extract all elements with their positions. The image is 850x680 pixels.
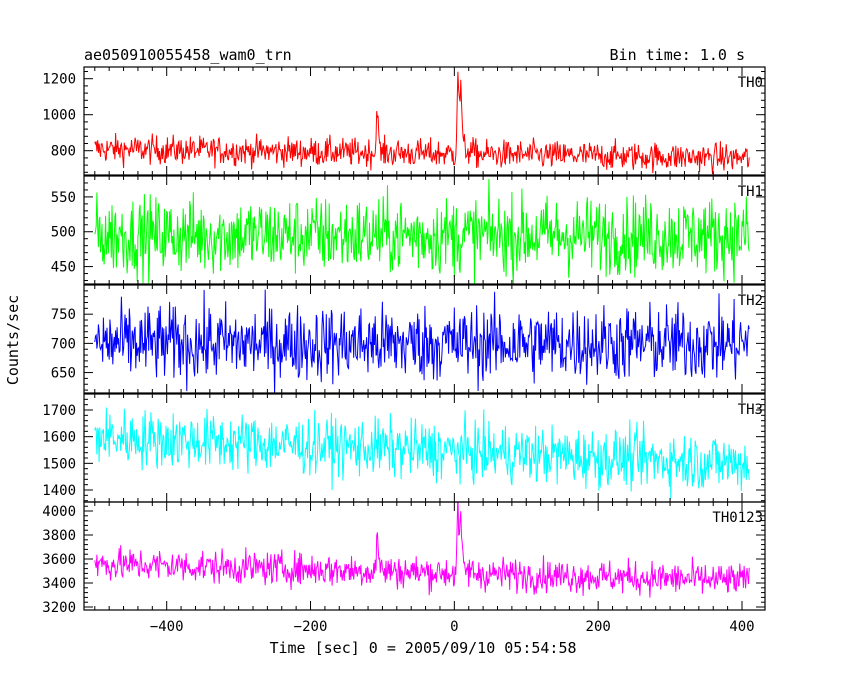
panel-frame <box>83 175 766 285</box>
panel-th0: 800 1000 1200 TH0 <box>42 66 766 176</box>
panel-frame <box>83 284 766 394</box>
x-axis-title: Time [sec] 0 = 2005/09/10 05:54:58 <box>269 639 576 657</box>
y-tick-label: 3800 <box>42 528 76 544</box>
x-tick-label: −400 <box>150 619 184 635</box>
panel-th3: 1400 1500 1600 1700 TH3 <box>42 393 766 503</box>
panel-label-th0: TH0 <box>738 75 763 91</box>
y-tick-label: 450 <box>51 260 76 276</box>
y-tick-label: 700 <box>51 336 76 352</box>
y-tick-label: 3200 <box>42 600 76 616</box>
panel-label-th2: TH2 <box>738 293 763 309</box>
series-line-th2 <box>94 289 750 393</box>
y-tick-label: 1400 <box>42 483 76 499</box>
panel-th0123: 3200 3400 3600 3800 4000 TH0123 <box>42 501 766 616</box>
x-tick-label: −200 <box>294 619 328 635</box>
y-tick-label: 1600 <box>42 430 76 446</box>
panel-frame <box>83 501 766 611</box>
panel-label-th1: TH1 <box>738 184 763 200</box>
panel-th1: 450 500 550 TH1 <box>51 175 766 285</box>
y-tick-label: 3600 <box>42 552 76 568</box>
y-tick-label: 650 <box>51 366 76 382</box>
y-tick-label: 3400 <box>42 576 76 592</box>
y-tick-label: 1700 <box>42 403 76 419</box>
series-line-th1 <box>94 178 750 284</box>
panel-label-th3: TH3 <box>738 402 763 418</box>
chart-title: ae050910055458_wam0_trn <box>84 46 292 64</box>
y-tick-label: 500 <box>51 225 76 241</box>
series-line-th0123 <box>94 502 750 598</box>
panel-frame <box>83 66 766 176</box>
y-tick-label: 1500 <box>42 456 76 472</box>
x-tick-label: 0 <box>450 619 458 635</box>
x-tick-label: 400 <box>729 619 754 635</box>
x-tick-label: 200 <box>586 619 611 635</box>
y-tick-label: 750 <box>51 307 76 323</box>
bin-time-label: Bin time: 1.0 s <box>610 46 745 64</box>
y-tick-label: 1200 <box>42 72 76 88</box>
y-tick-label: 1000 <box>42 108 76 124</box>
y-tick-label: 800 <box>51 144 76 160</box>
panel-th2: 650 700 750 TH2 <box>51 284 766 394</box>
series-line-th0 <box>94 71 750 175</box>
panel-label-th0123: TH0123 <box>712 510 763 526</box>
y-tick-label: 550 <box>51 190 76 206</box>
y-axis-title: Counts/sec <box>4 295 22 385</box>
y-tick-label: 4000 <box>42 504 76 520</box>
series-line-th3 <box>94 407 750 499</box>
